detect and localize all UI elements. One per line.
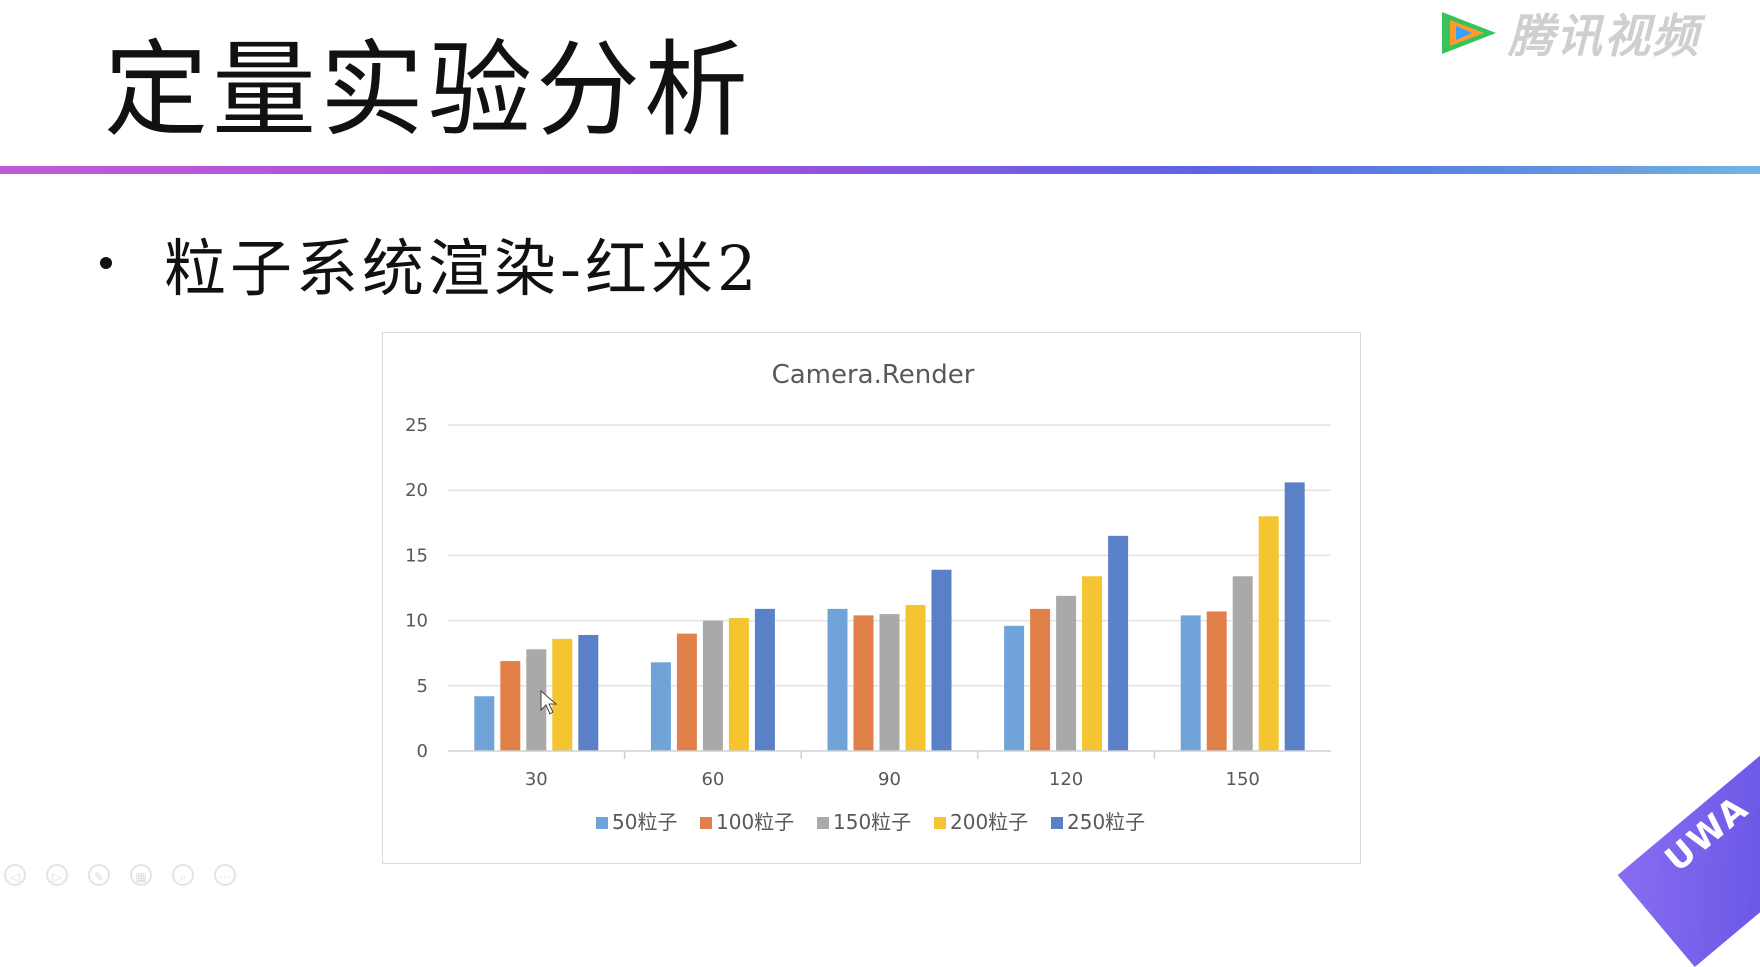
legend: 50粒子 100粒子 150粒子 200粒子 250粒子 bbox=[596, 810, 1145, 834]
x-tick-label: 60 bbox=[701, 769, 724, 790]
brand-watermark: 腾讯视频 bbox=[1436, 0, 1700, 66]
bullet-text: 粒子系统渲染-红米2 bbox=[164, 232, 761, 305]
bar bbox=[474, 696, 495, 751]
bar-chart: 0 5 10 15 20 25 30 60 90 120 150 Camera.Render 50粒… bbox=[405, 360, 1331, 834]
legend-item: 150粒子 bbox=[817, 810, 911, 834]
x-tick-label: 120 bbox=[1049, 769, 1083, 790]
legend-swatch bbox=[596, 817, 608, 829]
bar bbox=[1232, 576, 1253, 751]
bullet-item: 粒子系统渲染-红米2 bbox=[100, 218, 760, 308]
legend-label: 200粒子 bbox=[950, 810, 1028, 834]
y-tick-label: 15 bbox=[405, 545, 428, 566]
bars bbox=[474, 482, 1305, 751]
bar bbox=[1030, 608, 1051, 751]
bar bbox=[1108, 535, 1129, 751]
bar bbox=[526, 649, 547, 751]
title-divider bbox=[0, 166, 1760, 174]
zoom-icon[interactable]: ⌕ bbox=[172, 864, 194, 886]
play-logo-icon bbox=[1442, 12, 1496, 54]
legend-label: 150粒子 bbox=[833, 810, 911, 834]
mouse-cursor-icon bbox=[540, 690, 558, 715]
bar bbox=[1082, 576, 1103, 751]
bar bbox=[1056, 595, 1077, 751]
x-tick-label: 30 bbox=[525, 769, 548, 790]
pen-icon[interactable]: ✎ bbox=[88, 864, 110, 886]
bar bbox=[1284, 482, 1305, 751]
legend-label: 100粒子 bbox=[716, 810, 794, 834]
bullet-dot bbox=[100, 257, 112, 269]
next-slide-icon[interactable]: ▷ bbox=[46, 864, 68, 886]
y-tick-label: 20 bbox=[405, 480, 428, 501]
slideshow-controls: ◁ ▷ ✎ ▦ ⌕ ⋯ bbox=[4, 864, 236, 886]
y-tick-label: 10 bbox=[405, 611, 428, 632]
bar bbox=[853, 615, 874, 751]
bar bbox=[578, 634, 599, 751]
bar bbox=[676, 633, 697, 751]
x-tick-label: 150 bbox=[1226, 769, 1260, 790]
legend-item: 200粒子 bbox=[934, 810, 1028, 834]
bar bbox=[552, 638, 573, 751]
more-options-icon[interactable]: ⋯ bbox=[214, 864, 236, 886]
y-tick-label: 0 bbox=[417, 741, 428, 762]
corner-badge: UWA bbox=[1617, 752, 1760, 967]
y-tick-label: 25 bbox=[405, 415, 428, 436]
bar bbox=[728, 617, 749, 751]
tick-labels: 0 5 10 15 20 25 30 60 90 120 150 bbox=[405, 415, 1260, 790]
legend-item: 250粒子 bbox=[1051, 810, 1145, 834]
bar bbox=[650, 662, 671, 751]
slides-grid-icon[interactable]: ▦ bbox=[130, 864, 152, 886]
bar bbox=[702, 620, 723, 751]
bar bbox=[1258, 516, 1279, 751]
legend-swatch bbox=[934, 817, 946, 829]
slide-title: 定量实验分析 bbox=[104, 29, 753, 151]
legend-label: 50粒子 bbox=[612, 810, 677, 834]
legend-label: 250粒子 bbox=[1067, 810, 1145, 834]
y-tick-label: 5 bbox=[417, 676, 428, 697]
bar bbox=[879, 614, 900, 751]
bar bbox=[1206, 611, 1227, 751]
legend-swatch bbox=[1051, 817, 1063, 829]
corner-badge-text: UWA bbox=[1657, 787, 1757, 881]
bar bbox=[827, 608, 848, 751]
bar bbox=[905, 604, 926, 751]
chart-container: 0 5 10 15 20 25 30 60 90 120 150 Camera.Render 50粒… bbox=[382, 332, 1361, 864]
bar bbox=[754, 608, 775, 751]
brand-text: 腾讯视频 bbox=[1508, 9, 1700, 63]
legend-swatch bbox=[700, 817, 712, 829]
bar bbox=[1180, 615, 1201, 751]
chart-title: Camera.Render bbox=[772, 360, 975, 390]
bar bbox=[1004, 625, 1025, 751]
previous-slide-icon[interactable]: ◁ bbox=[4, 864, 26, 886]
legend-item: 50粒子 bbox=[596, 810, 677, 834]
x-tick-label: 90 bbox=[878, 769, 901, 790]
legend-swatch bbox=[817, 817, 829, 829]
bar bbox=[500, 661, 521, 751]
bar bbox=[931, 569, 952, 751]
legend-item: 100粒子 bbox=[700, 810, 794, 834]
